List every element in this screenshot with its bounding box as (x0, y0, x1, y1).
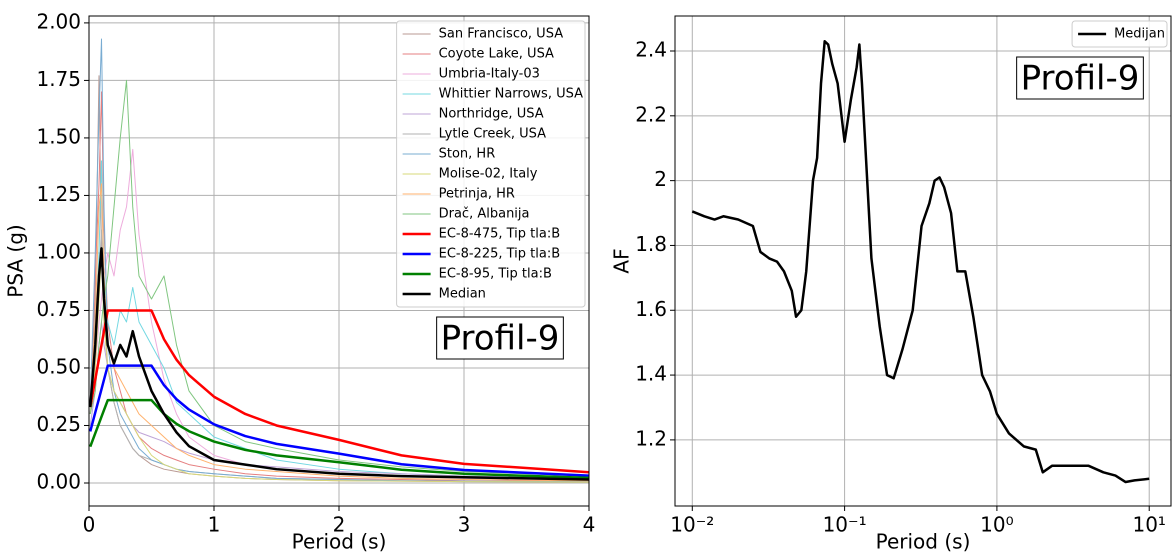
legend: Medijan (1071, 20, 1168, 48)
y-axis-label: AF (610, 248, 634, 273)
x-tick-label: 2 (333, 513, 346, 537)
legend-label: EC-8-225, Tip tla:B (439, 247, 561, 262)
x-tick-label: 3 (458, 513, 471, 537)
y-tick-label: 0.75 (36, 297, 81, 321)
legend-label: Lytle Creek, USA (439, 127, 547, 142)
y-tick-label: 1.8 (635, 232, 667, 256)
plot-frame (88, 15, 590, 507)
legend-label: Petrinja, HR (439, 187, 515, 202)
legend-label: EC-8-95, Tip tla:B (439, 267, 552, 282)
x-tick-label: 10¹ (1132, 513, 1165, 537)
annotation: Profil-9 (441, 319, 560, 359)
y-tick-label: 2.4 (635, 38, 667, 62)
plot-frame (674, 15, 1172, 507)
series-line (89, 309, 589, 474)
legend-label: Median (439, 287, 486, 302)
y-tick-label: 0.25 (36, 412, 81, 436)
x-tick-label: 0 (83, 513, 96, 537)
series-line (691, 40, 1150, 484)
legend-label: San Francisco, USA (439, 27, 564, 42)
y-tick-label: 2.00 (36, 9, 81, 33)
legend: San Francisco, USA Coyote Lake, USA Umbria… (396, 20, 586, 308)
legend-label: Medijan (1114, 27, 1165, 42)
y-tick-label: 1.50 (36, 124, 81, 148)
y-tick-label: 0.50 (36, 354, 81, 378)
y-tick-label: 0.00 (36, 469, 81, 493)
annotation: Profil-9 (1021, 59, 1140, 99)
series-line (89, 91, 589, 482)
y-tick-label: 1.2 (635, 426, 667, 450)
y-tick-label: 1.4 (635, 362, 667, 386)
series-line (89, 38, 589, 483)
series-line (89, 79, 589, 477)
y-tick-label: 1.00 (36, 239, 81, 263)
y-tick-label: 2.2 (635, 102, 667, 126)
legend-box (396, 20, 586, 308)
x-axis-label: Period (s) (876, 530, 971, 554)
x-tick-label: 10⁻² (670, 513, 714, 537)
y-tick-label: 1.25 (36, 182, 81, 206)
legend-label: Umbria-Italy-03 (439, 67, 540, 82)
legend-label: Northridge, USA (439, 107, 544, 122)
legend-label: Ston, HR (439, 147, 496, 162)
x-tick-label: 1 (208, 513, 221, 537)
legend-label: Drač, Albanija (439, 207, 530, 222)
annotation-box (1016, 56, 1144, 100)
legend-label: EC-8-475, Tip tla:B (439, 227, 561, 242)
series-line (89, 398, 589, 480)
x-axis-label: Period (s) (292, 530, 387, 554)
annotation-box (436, 316, 564, 360)
legend-box (1071, 20, 1168, 48)
y-tick-label: 2 (654, 167, 667, 191)
legend-label: Whittier Narrows, USA (439, 87, 583, 102)
y-axis-label: PSA (g) (4, 224, 28, 297)
legend-label: Coyote Lake, USA (439, 47, 554, 62)
series-line (89, 247, 589, 481)
x-tick-label: 10⁰ (980, 513, 1013, 537)
legend-label: Molise-02, Italy (439, 167, 538, 182)
series-line (89, 183, 589, 482)
y-tick-label: 1.6 (635, 297, 667, 321)
y-tick-label: 1.75 (36, 67, 81, 91)
series-line (89, 364, 589, 477)
x-tick-label: 10⁻¹ (823, 513, 867, 537)
x-tick-label: 4 (583, 513, 596, 537)
